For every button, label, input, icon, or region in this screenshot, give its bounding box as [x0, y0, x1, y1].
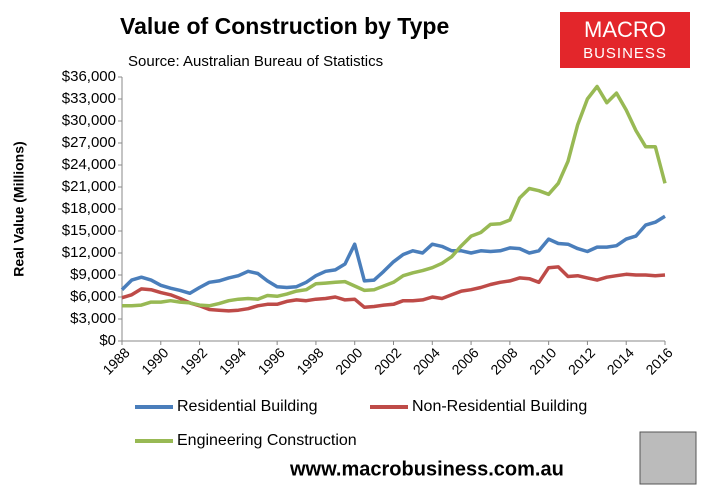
logo-box	[560, 12, 690, 68]
series-line	[120, 214, 666, 296]
y-tick-label: $3,000	[70, 310, 116, 327]
logo-text: BUSINESS	[583, 45, 667, 62]
y-axis-label: Real Value (Millions)	[11, 141, 27, 276]
y-tick-label: $12,000	[62, 244, 116, 261]
x-tick-label: 1998	[293, 344, 326, 377]
y-tick-label: $33,000	[62, 90, 116, 107]
x-tick-label: 2000	[332, 344, 365, 377]
chart-title: Value of Construction by Type	[120, 13, 449, 39]
chart-subtitle: Source: Australian Bureau of Statistics	[128, 53, 383, 70]
series-line	[121, 265, 666, 313]
x-tick-label: 1990	[138, 344, 171, 377]
y-tick-label: $0	[99, 332, 116, 349]
x-tick-label: 1996	[255, 344, 288, 377]
fox-icon	[639, 431, 697, 485]
x-tick-label: 2008	[487, 344, 520, 377]
footer: www.macrobusiness.com.au	[289, 458, 564, 480]
y-tick-label: $30,000	[62, 112, 116, 129]
legend-label: Engineering Construction	[177, 432, 357, 449]
x-tick-label: 2016	[642, 344, 675, 377]
y-tick-label: $15,000	[62, 222, 116, 239]
x-tick-label: 1992	[177, 344, 210, 377]
x-tick-label: 2010	[526, 344, 559, 377]
x-tick-label: 2006	[448, 344, 481, 377]
y-tick-label: $6,000	[70, 288, 116, 305]
y-tick-label: $36,000	[62, 68, 116, 85]
y-tick-label: $24,000	[62, 156, 116, 173]
x-tick-label: 1988	[99, 344, 132, 377]
legend-label: Residential Building	[177, 398, 318, 415]
y-tick-label: $27,000	[62, 134, 116, 151]
y-tick-label: $9,000	[70, 266, 116, 283]
x-tick-label: 2002	[371, 344, 404, 377]
x-tick-label: 1994	[216, 344, 249, 377]
legend-label: Non-Residential Building	[412, 398, 587, 415]
y-tick-label: $18,000	[62, 200, 116, 217]
x-tick-label: 2012	[565, 344, 598, 377]
y-tick-label: $21,000	[62, 178, 116, 195]
x-tick-label: 2004	[410, 344, 443, 377]
x-tick-label: 2014	[604, 344, 637, 377]
logo-text: MACRO	[584, 17, 666, 42]
series-line	[122, 84, 667, 308]
